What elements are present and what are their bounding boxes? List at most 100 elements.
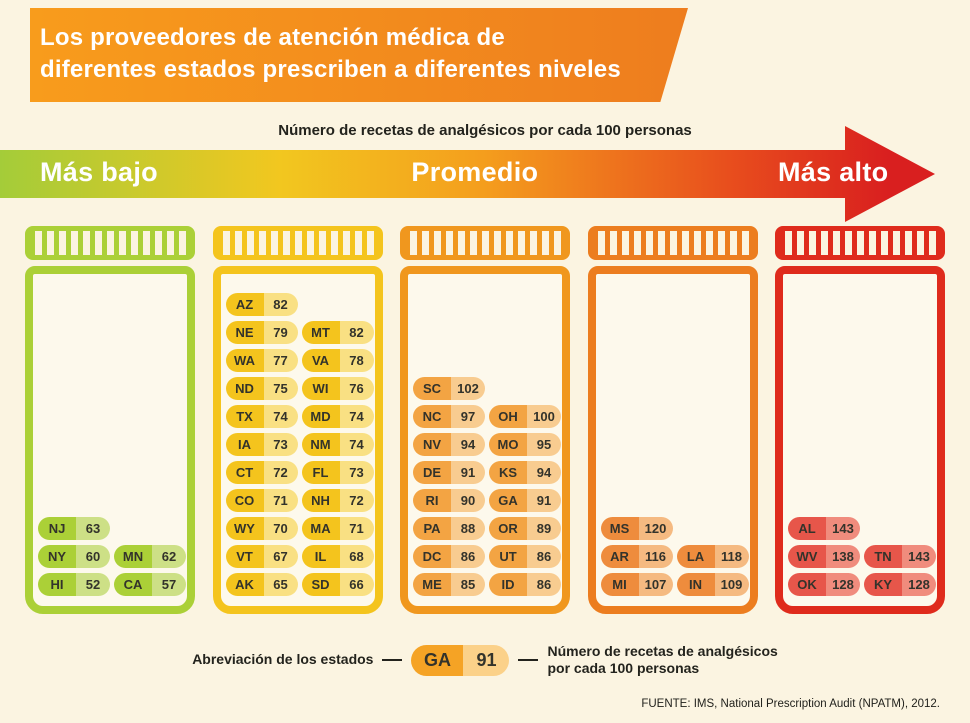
state-pill: OH 100 bbox=[489, 405, 561, 428]
state-value: 118 bbox=[714, 545, 749, 568]
bottle-cap bbox=[775, 226, 945, 260]
state-pill: SD 66 bbox=[301, 573, 374, 596]
state-abbr: NY bbox=[38, 545, 76, 568]
state-pill: TX 74 bbox=[225, 405, 298, 428]
state-value: 116 bbox=[638, 545, 673, 568]
state-pill: RI 90 bbox=[413, 489, 485, 512]
state-pill: IL 68 bbox=[301, 545, 374, 568]
source-citation: FUENTE: IMS, National Prescription Audit… bbox=[641, 698, 940, 710]
state-abbr: ND bbox=[225, 377, 264, 400]
pill-row: VT 67 IL 68 bbox=[225, 545, 374, 568]
state-abbr: VA bbox=[301, 349, 340, 372]
pill-row: NY 60 MN 62 bbox=[38, 545, 186, 568]
state-pill: AL 143 bbox=[788, 517, 860, 540]
state-value: 76 bbox=[339, 377, 374, 400]
scale-label-mid: Promedio bbox=[411, 157, 539, 187]
state-value: 86 bbox=[527, 573, 561, 596]
bottle-cap bbox=[587, 226, 758, 260]
state-abbr: SD bbox=[301, 573, 340, 596]
state-value: 97 bbox=[451, 405, 485, 428]
page-title-line1: Los proveedores de atención médica de bbox=[40, 24, 505, 51]
state-value: 82 bbox=[263, 293, 298, 316]
state-value: 57 bbox=[152, 573, 186, 596]
state-abbr: GA bbox=[489, 489, 527, 512]
state-pill: SC 102 bbox=[413, 377, 485, 400]
pill-row: DE 91 KS 94 bbox=[413, 461, 561, 484]
state-pill: OR 89 bbox=[489, 517, 561, 540]
state-pill: DC 86 bbox=[413, 545, 485, 568]
pill-bottle: NJ 63 NY 60 MN 62 HI 52 CA 57 bbox=[25, 226, 195, 614]
state-value: 91 bbox=[451, 461, 485, 484]
state-value: 78 bbox=[339, 349, 374, 372]
pill-bottle: MS 120 AR 116 LA 118 MI 107 IN 109 bbox=[587, 226, 758, 614]
state-abbr: OR bbox=[489, 517, 527, 540]
legend-connector-right bbox=[518, 659, 539, 661]
state-pill: AZ 82 bbox=[225, 293, 298, 316]
pill-bottle: AZ 82 NE 79 MT 82 WA 77 VA 78 ND 75 WI 76 TX 74 MD 74 IA 73… bbox=[212, 226, 383, 614]
pill-row: MI 107 IN 109 bbox=[600, 573, 749, 596]
state-value: 70 bbox=[263, 517, 298, 540]
state-value: 73 bbox=[339, 461, 374, 484]
state-abbr: PA bbox=[413, 517, 451, 540]
pill-bottle: AL 143 WV 138 TN 143 OK 128 KY 128 bbox=[775, 226, 945, 614]
state-value: 68 bbox=[339, 545, 374, 568]
state-pill: CA 57 bbox=[114, 573, 186, 596]
state-value: 94 bbox=[451, 433, 485, 456]
legend-sample-pill: GA 91 bbox=[411, 644, 510, 676]
legend-right-label-line2: por cada 100 personas bbox=[547, 660, 700, 676]
state-pill: MO 95 bbox=[489, 433, 561, 456]
pill-row: HI 52 CA 57 bbox=[38, 573, 186, 596]
state-abbr: IN bbox=[676, 573, 715, 596]
state-value: 138 bbox=[826, 545, 860, 568]
state-pill: ME 85 bbox=[413, 573, 485, 596]
state-pill: UT 86 bbox=[489, 545, 561, 568]
state-value: 86 bbox=[527, 545, 561, 568]
state-pill: DE 91 bbox=[413, 461, 485, 484]
pill-row: NJ 63 bbox=[38, 517, 184, 540]
subtitle: Número de recetas de analgésicos por cad… bbox=[278, 122, 692, 139]
state-value: 100 bbox=[527, 405, 561, 428]
state-pill: IA 73 bbox=[225, 433, 298, 456]
legend: Abreviación de los estados GA 91 Número … bbox=[0, 638, 970, 682]
bottle-body: MS 120 AR 116 LA 118 MI 107 IN 109 bbox=[587, 265, 758, 614]
state-abbr: NJ bbox=[38, 517, 76, 540]
state-pill: AK 65 bbox=[225, 573, 298, 596]
state-pill: MA 71 bbox=[301, 517, 374, 540]
state-value: 74 bbox=[339, 405, 374, 428]
state-pill: CO 71 bbox=[225, 489, 298, 512]
state-value: 71 bbox=[263, 489, 298, 512]
state-value: 128 bbox=[902, 573, 936, 596]
state-value: 107 bbox=[638, 573, 673, 596]
state-value: 86 bbox=[451, 545, 485, 568]
legend-left-label: Abreviación de los estados bbox=[192, 651, 374, 668]
state-pill: WI 76 bbox=[301, 377, 374, 400]
state-value: 128 bbox=[826, 573, 860, 596]
state-abbr: AK bbox=[225, 573, 264, 596]
state-value: 143 bbox=[902, 545, 936, 568]
state-value: 72 bbox=[263, 461, 298, 484]
state-pill: GA 91 bbox=[489, 489, 561, 512]
state-abbr: CA bbox=[114, 573, 152, 596]
pill-row: RI 90 GA 91 bbox=[413, 489, 561, 512]
state-abbr: HI bbox=[38, 573, 76, 596]
page-title-line2: diferentes estados prescriben a diferent… bbox=[40, 55, 621, 83]
state-pill: IN 109 bbox=[676, 573, 749, 596]
state-pill: KY 128 bbox=[864, 573, 936, 596]
pill-row: CO 71 NH 72 bbox=[225, 489, 374, 512]
state-value: 52 bbox=[76, 573, 110, 596]
state-value: 102 bbox=[451, 377, 485, 400]
state-pill: ID 86 bbox=[489, 573, 561, 596]
state-abbr: MD bbox=[301, 405, 340, 428]
state-value: 74 bbox=[263, 405, 298, 428]
state-pill: MI 107 bbox=[600, 573, 673, 596]
pill-row: TX 74 MD 74 bbox=[225, 405, 374, 428]
state-pill: NE 79 bbox=[225, 321, 298, 344]
state-pill: LA 118 bbox=[676, 545, 749, 568]
state-abbr: NV bbox=[413, 433, 451, 456]
state-value: 90 bbox=[451, 489, 485, 512]
state-pill: HI 52 bbox=[38, 573, 110, 596]
state-pill: VA 78 bbox=[301, 349, 374, 372]
state-pill: NJ 63 bbox=[38, 517, 110, 540]
state-abbr: IA bbox=[225, 433, 264, 456]
state-pill: VT 67 bbox=[225, 545, 298, 568]
